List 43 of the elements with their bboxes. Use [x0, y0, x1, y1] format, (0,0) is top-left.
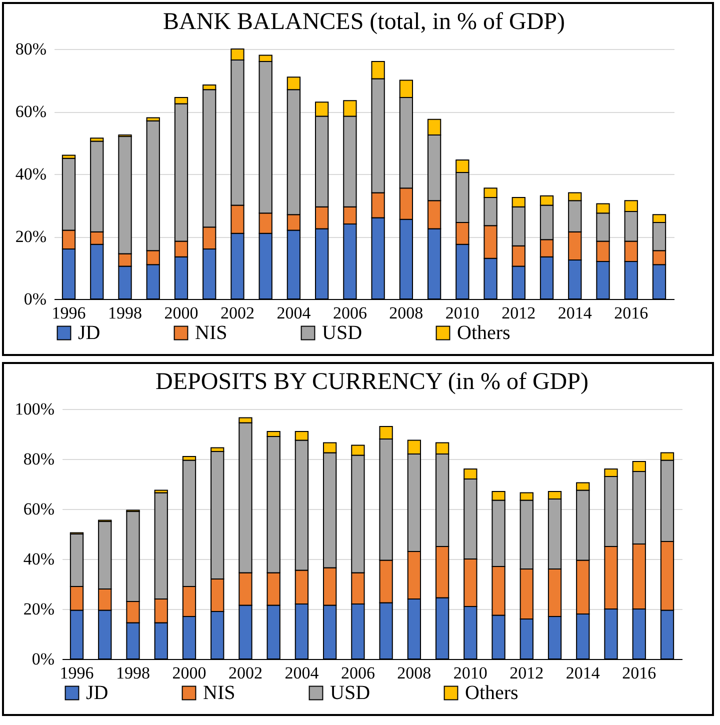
x-tick-label: 2012 [502, 304, 536, 322]
x-tick-label: 1998 [108, 304, 142, 322]
legend-label: USD [322, 322, 362, 344]
y-tick-label: 100% [14, 400, 54, 418]
y-tick-label: 80% [23, 450, 54, 468]
y-tick-label: 60% [15, 102, 46, 121]
x-tick-label: 2016 [614, 304, 648, 322]
x-tick-label: 2008 [397, 664, 432, 682]
legend-label: Others [465, 682, 519, 704]
x-tick-label: 2000 [164, 304, 198, 322]
x-tick-label: 2002 [228, 664, 262, 682]
legend-label: JD [78, 322, 100, 344]
x-tick-label: 2014 [566, 664, 600, 682]
x-tick-label: 2016 [622, 664, 656, 682]
x-tick-label: 2004 [276, 304, 312, 322]
x-tick-label: 2010 [445, 304, 480, 322]
y-tick-label: 0% [24, 290, 46, 308]
chart-title: BANK BALANCES (total, in % of GDP) [163, 9, 565, 35]
x-tick-label: 2012 [510, 664, 544, 682]
y-tick-label: 40% [23, 550, 54, 568]
legend-label: NIS [195, 322, 228, 344]
y-tick-label: 0% [32, 650, 54, 668]
x-tick-label: 1996 [52, 304, 86, 322]
legend-label: JD [86, 682, 108, 704]
y-tick-label: 20% [15, 227, 46, 246]
x-tick-label: 2002 [220, 304, 254, 322]
x-tick-label: 2008 [389, 304, 424, 322]
x-tick-label: 1998 [116, 664, 150, 682]
x-tick-label: 2006 [340, 664, 375, 682]
x-tick-label: 2014 [558, 304, 592, 322]
legend-label: NIS [203, 682, 236, 704]
chart-title: DEPOSITS BY CURRENCY (in % of GDP) [156, 369, 588, 395]
x-tick-label: 1996 [60, 664, 94, 682]
y-tick-label: 40% [15, 164, 46, 184]
x-tick-label: 2006 [332, 304, 367, 322]
y-tick-label: 60% [23, 500, 54, 518]
y-tick-label: 20% [23, 600, 54, 618]
y-tick-label: 80% [15, 40, 46, 58]
x-tick-label: 2000 [172, 664, 206, 682]
x-tick-label: 2004 [284, 664, 320, 682]
legend-label: USD [330, 682, 370, 704]
x-tick-label: 2010 [453, 664, 488, 682]
legend-label: Others [457, 322, 511, 344]
